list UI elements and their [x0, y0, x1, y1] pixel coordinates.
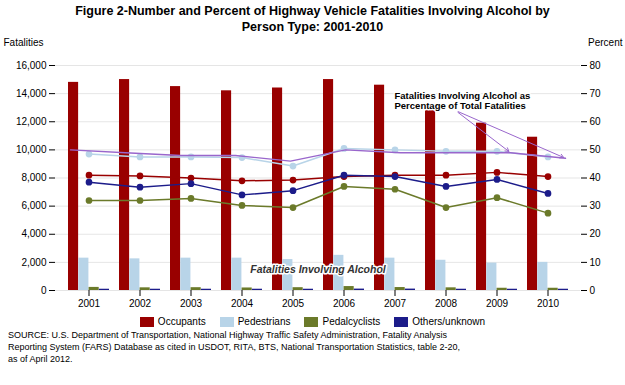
svg-text:50: 50	[590, 144, 602, 155]
svg-text:2010: 2010	[537, 298, 560, 309]
svg-text:6,000: 6,000	[21, 201, 46, 212]
svg-text:14,000: 14,000	[16, 88, 47, 99]
svg-text:Fatalities: Fatalities	[4, 37, 44, 48]
svg-text:2001: 2001	[78, 298, 101, 309]
svg-text:Fatalities Involving Alcohol a: Fatalities Involving Alcohol asPercentag…	[395, 90, 531, 111]
svg-text:40: 40	[590, 172, 602, 183]
html-text:Pedestrians: Pedestrians	[237, 316, 291, 328]
html-text:SOURCE: U.S. Department of Tra: SOURCE: U.S. Department of Transportatio…	[8, 330, 460, 364]
svg-text:12,000: 12,000	[16, 116, 47, 127]
svg-text:30: 30	[590, 201, 602, 212]
svg-text:4,000: 4,000	[21, 229, 46, 240]
svg-text:0: 0	[41, 285, 47, 296]
svg-text:0: 0	[590, 285, 596, 296]
svg-text:2,000: 2,000	[21, 257, 46, 268]
svg-text:10,000: 10,000	[16, 144, 47, 155]
html-text:Occupants: Occupants	[157, 316, 206, 328]
svg-text:2003: 2003	[180, 298, 203, 309]
svg-text:2007: 2007	[384, 298, 407, 309]
svg-text:10: 10	[590, 257, 602, 268]
svg-text:2009: 2009	[486, 298, 509, 309]
svg-text:8,000: 8,000	[21, 172, 46, 183]
svg-text:16,000: 16,000	[16, 60, 47, 71]
svg-text:60: 60	[590, 116, 602, 127]
html-text:Pedalcyclists: Pedalcyclists	[322, 316, 381, 328]
html-text:Others/unknown: Others/unknown	[412, 316, 486, 328]
svg-text:80: 80	[590, 60, 602, 71]
svg-text:2006: 2006	[333, 298, 356, 309]
svg-text:70: 70	[590, 88, 602, 99]
svg-text:2008: 2008	[435, 298, 458, 309]
html-text:Figure 2-Number and Percent of: Figure 2-Number and Percent of Highway V…	[75, 4, 550, 34]
svg-text:20: 20	[590, 229, 602, 240]
svg-text:Percent: Percent	[588, 37, 623, 48]
svg-text:2005: 2005	[282, 298, 305, 309]
svg-text:Fatalities Involving Alcohol: Fatalities Involving Alcohol	[250, 263, 387, 275]
svg-text:2004: 2004	[231, 298, 254, 309]
svg-text:2002: 2002	[129, 298, 152, 309]
